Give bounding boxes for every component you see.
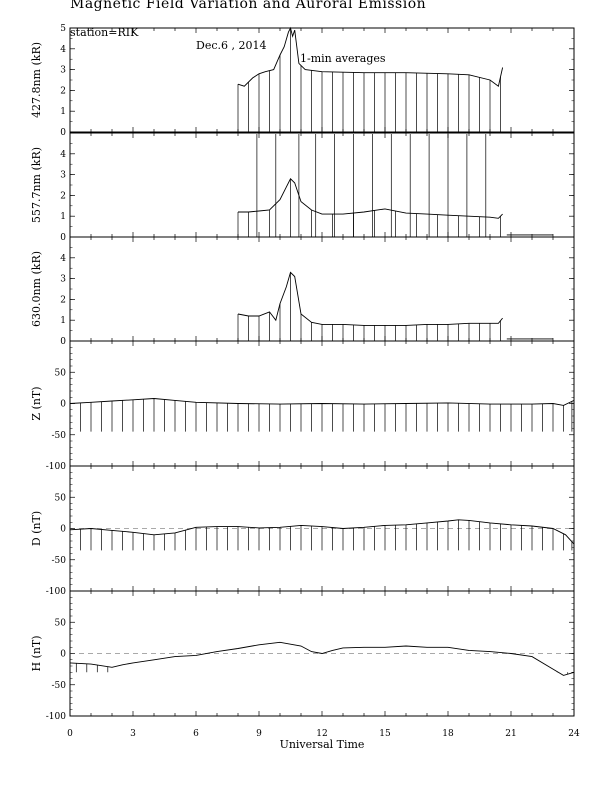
y-tick-label: -50 (52, 556, 67, 566)
y-tick-label: 4 (60, 254, 66, 264)
y-tick-label: 50 (55, 368, 67, 378)
y-axis-label: 557.7nm (kR) (30, 147, 43, 223)
y-tick-label: 3 (60, 171, 66, 181)
y-tick-label: 4 (60, 150, 66, 160)
series-line (237, 271, 503, 326)
y-tick-label: 0 (60, 233, 66, 243)
y-axis-label: 427.8nm (kR) (30, 42, 43, 118)
x-tick-label: 15 (379, 729, 391, 739)
series-line (69, 519, 575, 545)
series-line (237, 26, 504, 87)
y-tick-label: 0 (60, 337, 66, 347)
chart-subtitle: station=RIK Dec.6 , 2014 1-min averages (70, 13, 386, 65)
series-line (69, 641, 575, 676)
y-axis-label: Z (nT) (30, 386, 43, 420)
y-axis-label: H (nT) (30, 635, 43, 671)
y-tick-label: 50 (55, 618, 67, 628)
y-tick-label: 3 (60, 275, 66, 285)
station-label: station=RIK (70, 26, 139, 39)
averaging-label: 1-min averages (300, 52, 386, 65)
x-tick-label: 12 (316, 729, 327, 739)
series-line (238, 178, 503, 219)
y-tick-label: -100 (46, 462, 66, 472)
y-axis-label: 630.0nm (kR) (30, 251, 43, 327)
y-tick-label: 1 (60, 212, 66, 222)
date-label: Dec.6 , 2014 (196, 39, 267, 52)
chart-title: Magnetic Field Variation and Auroral Emi… (70, 0, 427, 12)
y-tick-label: 0 (60, 525, 66, 535)
y-tick-label: -50 (52, 681, 67, 691)
y-tick-label: 50 (55, 493, 67, 503)
x-tick-label: 0 (67, 729, 73, 739)
y-tick-label: 2 (60, 86, 66, 96)
x-tick-label: 3 (130, 729, 136, 739)
y-tick-label: -100 (46, 712, 66, 722)
y-tick-label: 0 (60, 400, 66, 410)
x-tick-label: 6 (193, 729, 199, 739)
y-tick-label: 2 (60, 191, 66, 201)
x-tick-label: 18 (442, 729, 454, 739)
y-tick-label: 4 (60, 45, 66, 55)
y-tick-label: -50 (52, 431, 67, 441)
y-tick-label: 5 (60, 24, 66, 34)
y-tick-label: -100 (46, 587, 66, 597)
y-tick-label: 3 (60, 66, 66, 76)
panel-frame (69, 132, 575, 238)
x-tick-label: 24 (568, 729, 580, 739)
x-tick-label: 21 (505, 729, 516, 739)
x-tick-label: 9 (256, 729, 262, 739)
y-tick-label: 0 (60, 650, 66, 660)
series-line (69, 398, 575, 406)
y-tick-label: 1 (60, 316, 66, 326)
x-axis-label: Universal Time (280, 738, 365, 751)
y-tick-label: 1 (60, 107, 66, 117)
y-tick-label: 2 (60, 295, 66, 305)
y-tick-label: 0 (60, 128, 66, 138)
y-axis-label: D (nT) (30, 511, 43, 546)
